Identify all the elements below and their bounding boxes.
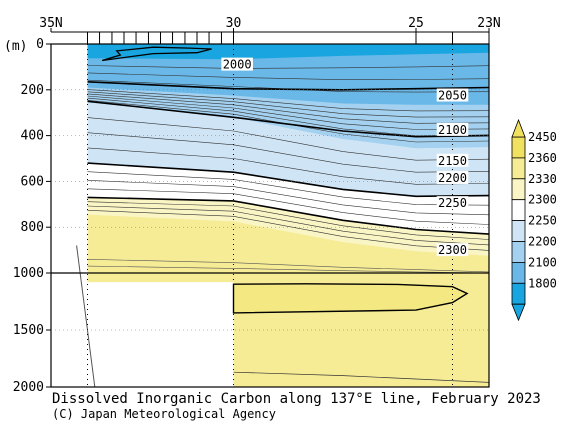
contour-thin — [87, 259, 489, 273]
colorbar-swatch — [511, 282, 526, 305]
contour-thick — [87, 162, 489, 198]
chart-title: Dissolved Inorganic Carbon along 137°E l… — [52, 391, 541, 407]
y-tick-label: 400 — [21, 129, 44, 144]
colorbar-swatch — [511, 178, 526, 201]
colorbar-swatch — [511, 136, 526, 159]
contour-thin — [87, 91, 489, 118]
contour-thin — [87, 72, 489, 81]
colorbar-swatch — [511, 241, 526, 263]
contour-thin — [87, 180, 489, 216]
contour-surface-loop — [101, 46, 212, 62]
colorbar-label: 1800 — [528, 276, 557, 290]
chart-axes: 35N 30 25 23N 0 200 400 600 800 1000 1500 2000 — [13, 16, 501, 395]
contour-thin — [87, 89, 489, 112]
colorbar-label: 2360 — [528, 151, 557, 165]
contour-label: 2150 — [438, 154, 467, 168]
contour-label: 2250 — [438, 196, 467, 210]
x-tick-label: 25 — [408, 16, 424, 31]
x-tick-label: 35N — [39, 16, 62, 31]
contour-thin — [87, 205, 489, 246]
contour-thick — [87, 196, 489, 235]
bathymetry-line — [76, 245, 96, 387]
contour-label-bg — [221, 57, 253, 71]
y-tick-label: 1500 — [13, 323, 44, 338]
y-tick-label: 800 — [21, 220, 44, 235]
contour-label: 2050 — [438, 89, 467, 103]
contour-label-bg — [436, 88, 469, 102]
contour-thin — [87, 147, 489, 185]
contour-label-bg — [436, 170, 469, 184]
colorbar-label: 2100 — [528, 255, 557, 269]
contour-thin — [87, 188, 489, 225]
y-tick-label: 200 — [21, 83, 44, 98]
nodata-lower-region — [87, 282, 234, 387]
colorbar-swatch — [511, 220, 526, 242]
contour-thin — [87, 65, 489, 69]
colorbar-label: 2330 — [528, 172, 557, 186]
contour-label-bg — [436, 243, 469, 257]
colorbar: 2450 2360 2330 2300 2250 2200 2100 1800 — [511, 118, 557, 322]
y-tick-label: 600 — [21, 174, 44, 189]
contour-label-bg — [436, 153, 469, 167]
dic-color-bands — [87, 44, 489, 387]
contour-label-bg — [436, 122, 469, 136]
x-tick-label: 30 — [226, 16, 242, 31]
y-axis-unit-label: (m) — [4, 39, 27, 54]
contour-labels: 2000 2050 2100 2150 2200 2250 2300 — [221, 57, 469, 257]
colorbar-label: 2200 — [528, 235, 557, 249]
colorbar-bottom-arrow — [511, 303, 526, 322]
contour-label: 2000 — [223, 58, 252, 72]
contour-thick — [87, 100, 489, 138]
contour-thin — [87, 100, 489, 143]
colorbar-top-arrow — [511, 118, 526, 138]
contour-thin — [87, 265, 489, 274]
contour-label: 2100 — [438, 123, 467, 137]
colorbar-label: 2450 — [528, 130, 557, 144]
plot-frame — [50, 43, 490, 388]
contour-deep-lens — [232, 283, 469, 314]
contour-label: 2200 — [438, 171, 467, 185]
contour-bottom — [233, 371, 489, 383]
y-tick-label: 0 — [36, 37, 44, 52]
deep-lens-fill — [233, 283, 468, 313]
y-tick-label: 1000 — [13, 266, 44, 281]
y-tick-label: 2000 — [13, 380, 44, 395]
x-tick-label: 23N — [477, 16, 500, 31]
credit-text: (C) Japan Meteorological Agency — [52, 407, 276, 421]
contour-label-bg — [436, 196, 469, 210]
colorbar-swatch — [511, 199, 526, 221]
colorbar-label: 2250 — [528, 214, 557, 228]
colorbar-label: 2300 — [528, 193, 557, 207]
colorbar-swatch — [511, 261, 526, 284]
colorbar-swatch — [511, 157, 526, 180]
contour-label: 2300 — [438, 243, 467, 257]
contour-thin — [87, 201, 489, 240]
